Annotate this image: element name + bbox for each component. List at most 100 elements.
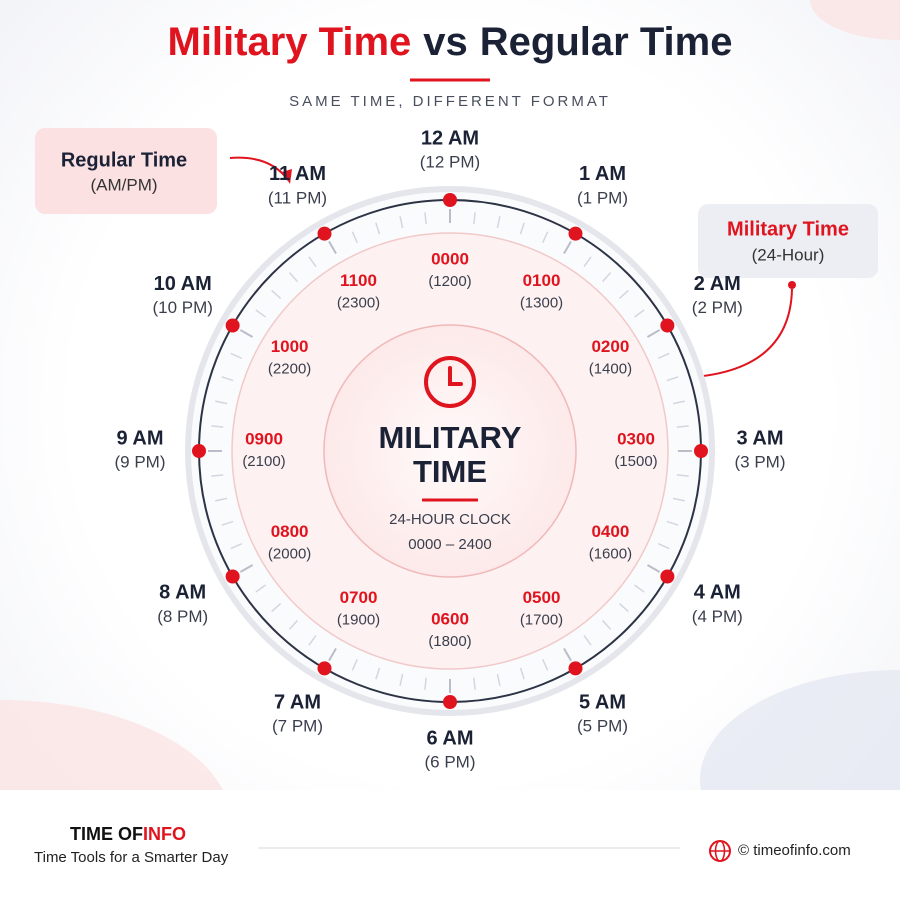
- military-time-alt: (1300): [520, 294, 563, 311]
- regular-time: 11 AM: [269, 163, 326, 185]
- minute-tick: [211, 474, 224, 477]
- regular-time-alt: (10 PM): [152, 298, 212, 317]
- minute-tick: [399, 216, 404, 229]
- military-time-alt: (1900): [337, 611, 380, 628]
- minute-tick: [221, 376, 234, 382]
- title-part: Regular Time: [480, 20, 733, 64]
- military-time: 0200: [591, 337, 629, 356]
- regular-time: 2 AM: [694, 273, 741, 295]
- hour-dot: [317, 226, 332, 241]
- minute-tick: [288, 619, 298, 630]
- military-time: 0100: [523, 271, 561, 290]
- brand: TIME OFINFO: [70, 824, 186, 844]
- hour-tick: [328, 240, 337, 255]
- military-time: 0400: [591, 522, 629, 541]
- minute-tick: [666, 520, 679, 526]
- clock-icon: [424, 356, 476, 408]
- minute-tick: [288, 272, 298, 283]
- title: Military Time vs Regular Time: [168, 20, 733, 64]
- regular-time: 6 AM: [426, 727, 473, 749]
- minute-tick: [255, 584, 266, 593]
- minute-tick: [308, 256, 317, 267]
- minute-tick: [634, 309, 645, 318]
- minute-tick: [230, 352, 243, 359]
- minute-tick: [375, 222, 381, 235]
- regular-time: 4 AM: [694, 582, 741, 604]
- minute-tick: [399, 673, 404, 686]
- regular-time-alt: (1 PM): [577, 188, 628, 207]
- regular-time: 9 AM: [116, 427, 163, 449]
- minute-tick: [583, 635, 592, 646]
- minute-tick: [424, 677, 427, 690]
- minute-tick: [602, 619, 612, 630]
- minute-tick: [375, 667, 381, 680]
- regular-time: 12 AM: [421, 127, 479, 149]
- minute-tick: [583, 256, 592, 267]
- clock-hands: [448, 366, 463, 386]
- hour-tick: [563, 647, 572, 662]
- minute-tick: [351, 231, 358, 244]
- military-time: 0900: [245, 429, 283, 448]
- military-time: 0000: [431, 249, 469, 268]
- hour-dot: [192, 444, 206, 458]
- minute-tick: [221, 520, 234, 526]
- minute-tick: [496, 216, 501, 229]
- hour-dot: [225, 569, 240, 584]
- regular-time: 3 AM: [736, 427, 783, 449]
- minute-tick: [215, 497, 228, 502]
- military-time: 0700: [340, 588, 378, 607]
- minute-tick: [473, 212, 476, 225]
- corner-decor: [810, 0, 900, 40]
- military-time-alt: (1200): [428, 273, 471, 290]
- minute-tick: [634, 584, 645, 593]
- military-time-alt: (2200): [268, 360, 311, 377]
- hour-tick: [646, 564, 661, 573]
- minute-tick: [666, 376, 679, 382]
- hour-dot: [317, 661, 332, 676]
- hour-dot: [568, 661, 583, 676]
- regular-time-alt: (12 PM): [420, 152, 480, 171]
- arrow-head: [282, 169, 292, 184]
- military-time-alt: (1400): [589, 360, 632, 377]
- regular-time: 5 AM: [579, 691, 626, 713]
- hour-dot: [660, 569, 675, 584]
- minute-tick: [230, 543, 243, 550]
- military-time-alt: (1500): [614, 453, 657, 470]
- military-time-alt: (2000): [268, 546, 311, 563]
- hour-tick: [239, 564, 254, 573]
- regular-time-alt: (9 PM): [115, 452, 166, 471]
- minute-tick: [542, 231, 549, 244]
- minute-tick: [519, 667, 525, 680]
- hour-tick: [646, 329, 661, 338]
- regular-time: 7 AM: [274, 691, 321, 713]
- military-time-alt: (2100): [242, 453, 285, 470]
- website: © timeofinfo.com: [738, 842, 851, 859]
- subtitle: SAME TIME, DIFFERENT FORMAT: [289, 93, 611, 110]
- center-title: TIME: [413, 454, 487, 489]
- minute-tick: [672, 400, 685, 405]
- minute-tick: [271, 289, 282, 299]
- minute-tick: [542, 658, 549, 671]
- callout-note: (24-Hour): [752, 245, 825, 264]
- military-time-alt: (1800): [428, 633, 471, 650]
- regular-time: 10 AM: [154, 273, 212, 295]
- minute-tick: [657, 543, 670, 550]
- regular-time-alt: (4 PM): [692, 607, 743, 626]
- military-time: 0500: [523, 588, 561, 607]
- callout-box: [698, 204, 878, 278]
- military-time: 0800: [271, 522, 309, 541]
- minute-tick: [602, 272, 612, 283]
- callout-dot: [788, 281, 796, 289]
- minute-tick: [215, 400, 228, 405]
- military-time-alt: (1700): [520, 611, 563, 628]
- tagline: Time Tools for a Smarter Day: [34, 849, 229, 866]
- center-range: 0000 – 2400: [408, 536, 491, 553]
- title-part: Military Time: [168, 20, 412, 64]
- hour-tick: [328, 647, 337, 662]
- hour-labels: 12 AM (12 PM) 0000 (1200) 1 AM (1 PM) 0100 (130…: [115, 127, 786, 771]
- military-time: 0600: [431, 609, 469, 628]
- minute-tick: [271, 603, 282, 613]
- minute-tick: [618, 289, 629, 299]
- regular-time-alt: (11 PM): [268, 188, 327, 207]
- regular-time-alt: (3 PM): [735, 452, 786, 471]
